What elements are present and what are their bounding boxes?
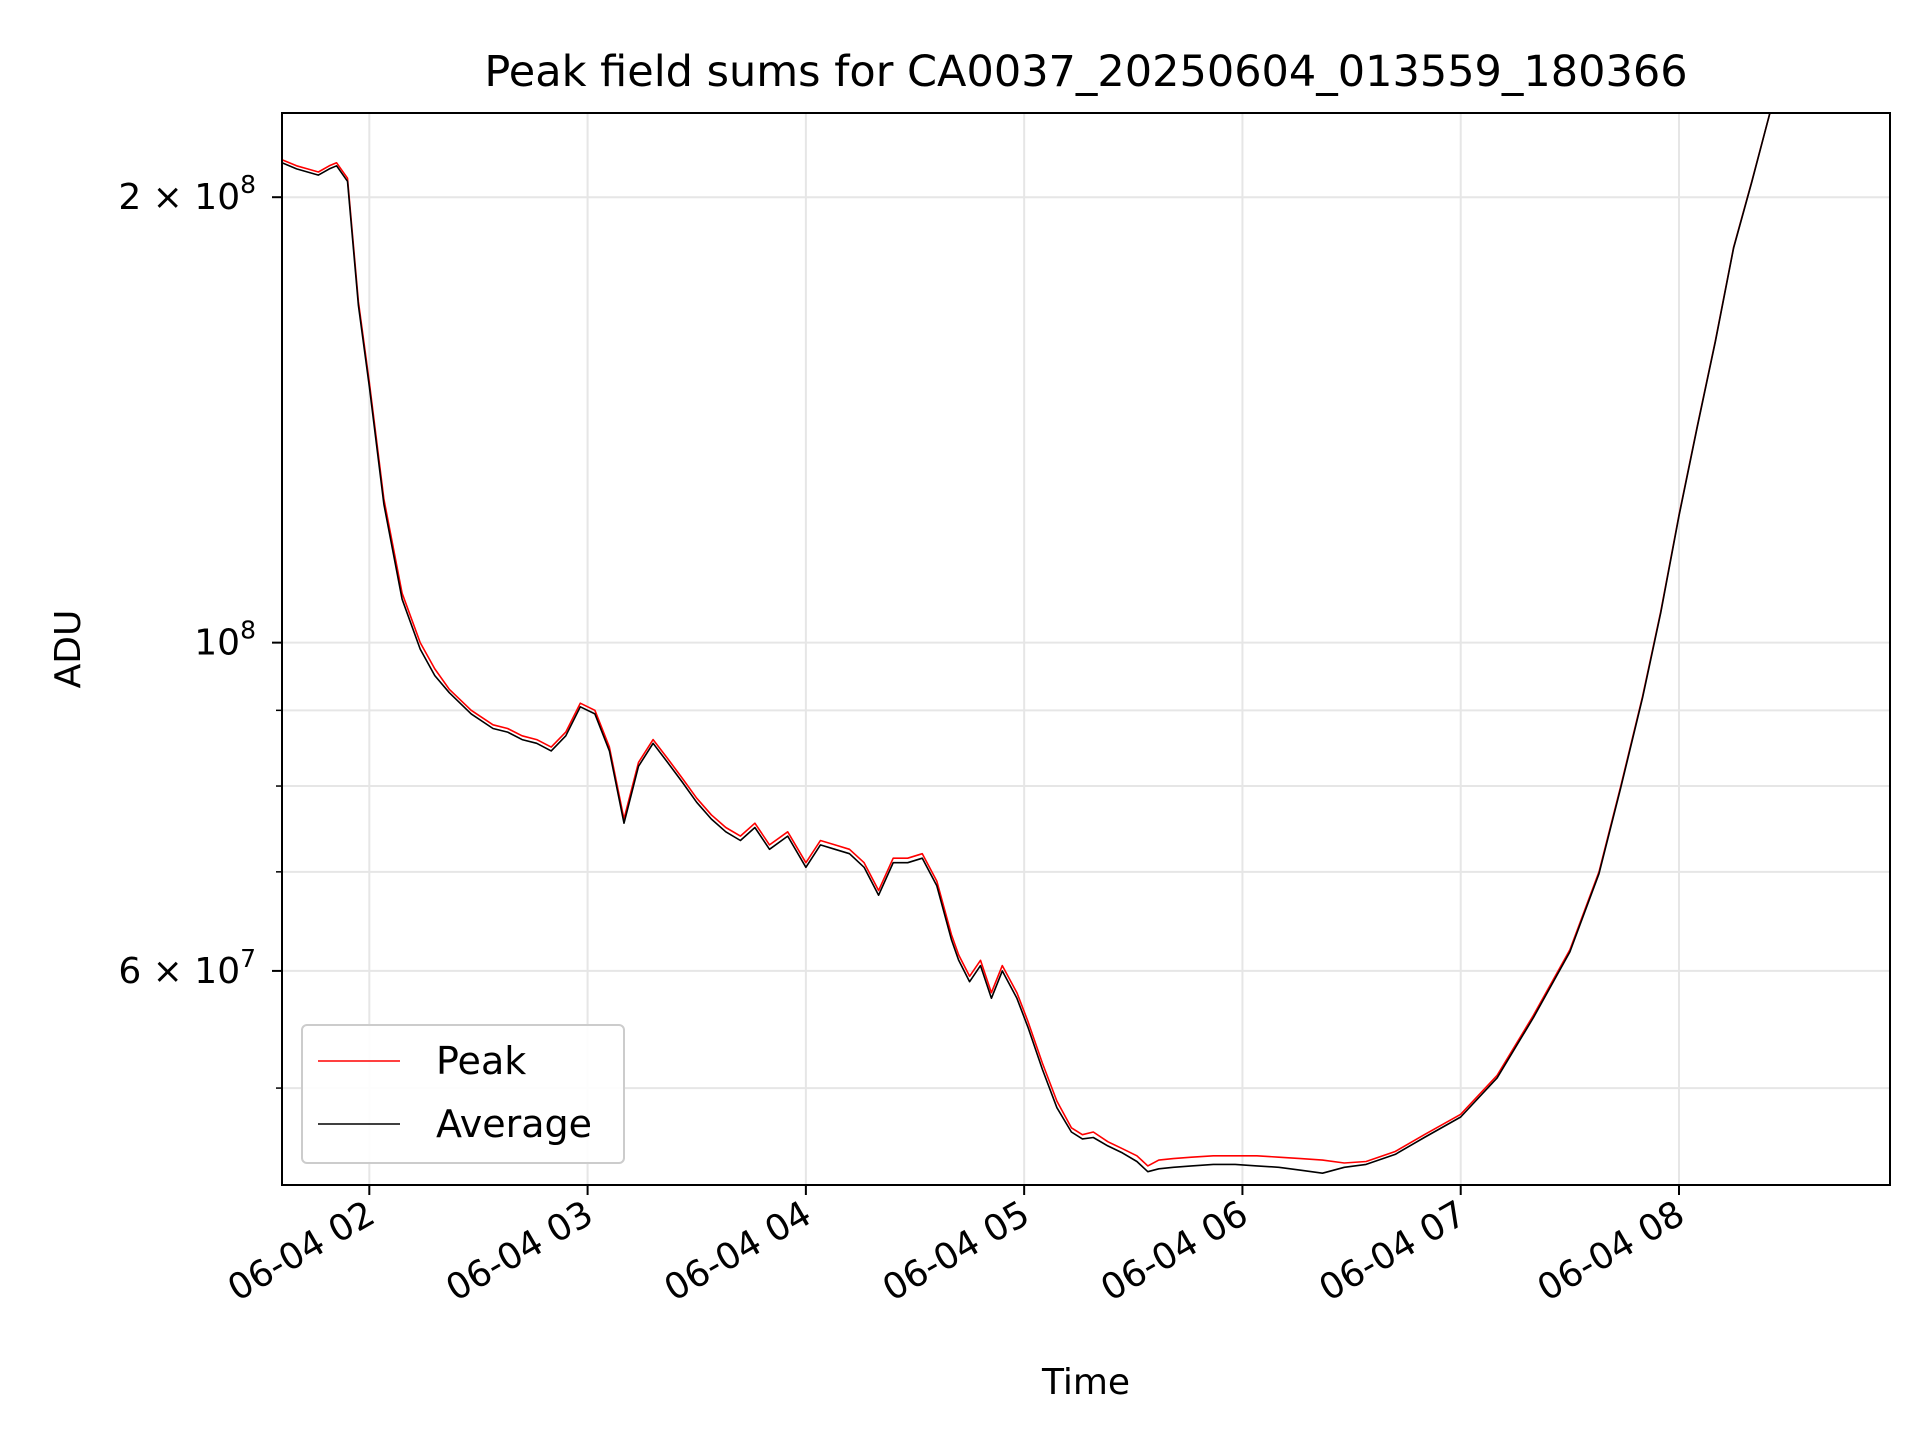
grid bbox=[282, 113, 1890, 1185]
legend-box bbox=[301, 1024, 625, 1164]
y-axis: 2 × 108 108 6 × 107 bbox=[118, 170, 282, 1089]
y-tick-label: 6 × 107 bbox=[118, 944, 256, 992]
legend-average-label: Average bbox=[436, 1102, 592, 1146]
plot-frame bbox=[281, 112, 1891, 1186]
chart-title: Peak field sums for CA0037_20250604_0135… bbox=[484, 47, 1687, 97]
legend: Peak Average bbox=[301, 1024, 625, 1164]
series-line-average bbox=[282, 113, 1890, 1174]
y-axis-label: ADU bbox=[48, 610, 89, 689]
legend-peak-label: Peak bbox=[436, 1039, 526, 1083]
y-tick-label: 2 × 108 bbox=[118, 170, 256, 218]
series-lines bbox=[282, 113, 1890, 1174]
y-tick-label: 108 bbox=[194, 616, 256, 664]
x-axis-label: Time bbox=[1041, 1362, 1130, 1403]
